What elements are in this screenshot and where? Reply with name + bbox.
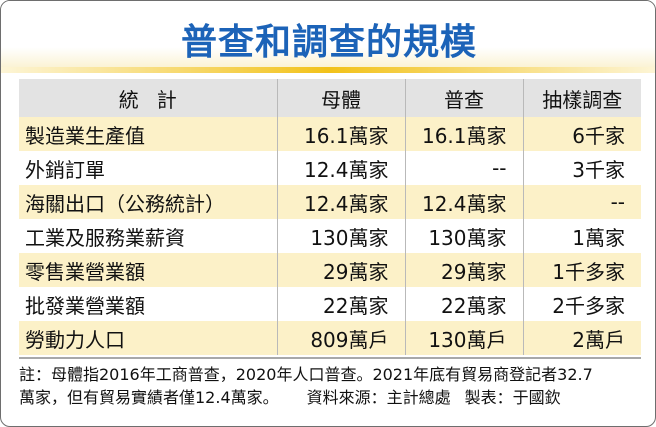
population-cell: 22萬家 — [277, 287, 406, 321]
column-header-sample-survey: 抽樣調查 — [523, 79, 641, 117]
table-row: 批發業營業額 22萬家 22萬家 2千多家 — [19, 287, 641, 321]
footnote: 註：母體指2016年工商普查，2020年人口普查。2021年底有貿易商登記者32… — [19, 363, 649, 409]
population-cell: 130萬家 — [277, 219, 406, 253]
table-row: 海關出口（公務統計） 12.4萬家 12.4萬家 -- — [19, 185, 641, 219]
title-bar: 普查和調查的規模 — [1, 1, 655, 67]
census-cell: 130萬家 — [405, 219, 524, 253]
sample-survey-cell: 1千多家 — [523, 253, 641, 287]
sample-survey-cell: 6千家 — [523, 117, 641, 151]
census-cell: 22萬家 — [405, 287, 524, 321]
population-cell: 12.4萬家 — [277, 151, 406, 185]
column-header-census: 普查 — [405, 79, 524, 117]
row-label: 外銷訂單 — [19, 151, 278, 185]
footnote-line-2-text: 萬家，但有貿易實績者僅12.4萬家。 — [19, 388, 279, 407]
row-label: 工業及服務業薪資 — [19, 219, 278, 253]
survey-scale-table: 統計 母體 普查 抽樣調查 製造業生產值 16.1萬家 16.1萬家 6千家 外… — [19, 79, 641, 355]
table-maker: 製表：于國欽 — [464, 388, 561, 407]
table-row: 外銷訂單 12.4萬家 -- 3千家 — [19, 151, 641, 185]
census-cell: 12.4萬家 — [405, 185, 524, 219]
sample-survey-cell: 3千家 — [523, 151, 641, 185]
footnote-line-2: 萬家，但有貿易實績者僅12.4萬家。 資料來源：主計總處 製表：于國欽 — [19, 386, 649, 409]
census-cell: 16.1萬家 — [405, 117, 524, 151]
census-cell: 130萬戶 — [405, 321, 524, 355]
table-row: 零售業營業額 29萬家 29萬家 1千多家 — [19, 253, 641, 287]
population-cell: 809萬戶 — [277, 321, 406, 355]
table-row: 工業及服務業薪資 130萬家 130萬家 1萬家 — [19, 219, 641, 253]
sample-survey-cell: -- — [523, 185, 641, 219]
title-divider — [1, 67, 655, 73]
sample-survey-cell: 2萬戶 — [523, 321, 641, 355]
row-label: 零售業營業額 — [19, 253, 278, 287]
census-cell: 29萬家 — [405, 253, 524, 287]
population-cell: 29萬家 — [277, 253, 406, 287]
sample-survey-cell: 1萬家 — [523, 219, 641, 253]
data-source: 資料來源：主計總處 — [306, 388, 451, 407]
table-header-row: 統計 母體 普查 抽樣調查 — [19, 79, 641, 117]
row-label: 海關出口（公務統計） — [19, 185, 278, 219]
population-cell: 16.1萬家 — [277, 117, 406, 151]
table-row: 勞動力人口 809萬戶 130萬戶 2萬戶 — [19, 321, 641, 355]
census-cell: -- — [405, 151, 524, 185]
population-cell: 12.4萬家 — [277, 185, 406, 219]
row-label: 勞動力人口 — [19, 321, 278, 355]
footnote-line-1: 註：母體指2016年工商普查，2020年人口普查。2021年底有貿易商登記者32… — [19, 365, 593, 384]
table-row: 製造業生產值 16.1萬家 16.1萬家 6千家 — [19, 117, 641, 151]
row-label: 製造業生產值 — [19, 117, 278, 151]
column-header-statistics: 統計 — [19, 79, 278, 117]
page-title: 普查和調查的規模 — [180, 22, 477, 63]
row-label: 批發業營業額 — [19, 287, 278, 321]
sample-survey-cell: 2千多家 — [523, 287, 641, 321]
table-bottom-divider — [19, 357, 641, 359]
column-header-population: 母體 — [277, 79, 406, 117]
